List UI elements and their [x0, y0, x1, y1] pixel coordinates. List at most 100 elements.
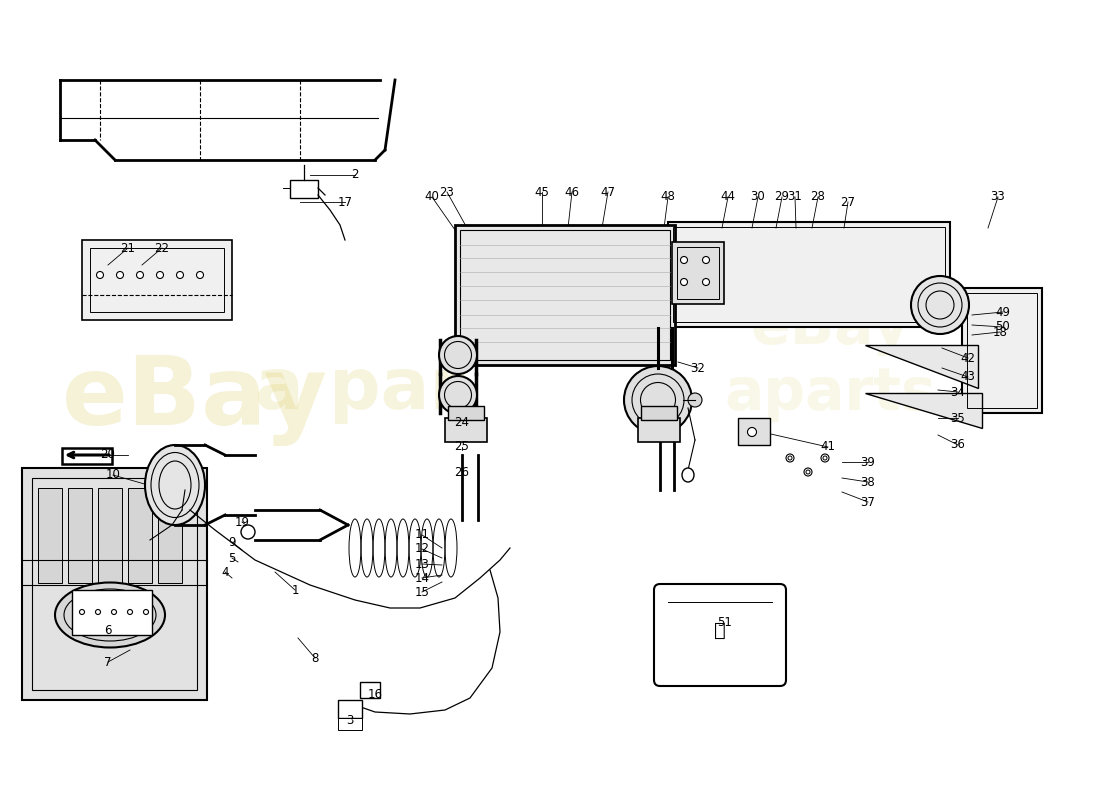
- Text: 26: 26: [454, 466, 470, 478]
- Ellipse shape: [681, 257, 688, 263]
- Ellipse shape: [97, 271, 103, 278]
- Text: eBay: eBay: [62, 354, 328, 446]
- Text: 22: 22: [154, 242, 169, 254]
- Bar: [72, 590, 152, 635]
- Ellipse shape: [682, 468, 694, 482]
- Bar: [638, 418, 680, 442]
- Text: eBay
aparts: eBay aparts: [724, 298, 936, 422]
- Text: 28: 28: [811, 190, 825, 203]
- Text: 45: 45: [535, 186, 549, 198]
- Ellipse shape: [128, 610, 132, 614]
- Bar: [32, 478, 197, 690]
- Ellipse shape: [688, 393, 702, 407]
- Text: 12: 12: [415, 542, 429, 555]
- Ellipse shape: [788, 456, 792, 460]
- Text: 30: 30: [750, 190, 766, 203]
- Bar: [455, 225, 675, 365]
- Bar: [360, 682, 379, 698]
- Text: 31: 31: [788, 190, 802, 203]
- Text: 4: 4: [221, 566, 229, 578]
- Ellipse shape: [197, 271, 204, 278]
- Ellipse shape: [143, 610, 148, 614]
- Text: 51: 51: [717, 615, 733, 629]
- Text: 44: 44: [720, 190, 736, 203]
- Text: 43: 43: [960, 370, 976, 383]
- Ellipse shape: [241, 525, 255, 539]
- Text: 3: 3: [346, 714, 354, 726]
- Text: 46: 46: [564, 186, 580, 198]
- Bar: [338, 718, 362, 730]
- Text: 37: 37: [860, 495, 876, 509]
- Ellipse shape: [96, 610, 100, 614]
- Text: 24: 24: [454, 415, 470, 429]
- Text: 41: 41: [821, 441, 836, 454]
- Text: 15: 15: [415, 586, 429, 598]
- Text: 49: 49: [996, 306, 1011, 318]
- Text: 9: 9: [229, 535, 235, 549]
- Text: 5: 5: [229, 551, 235, 565]
- Bar: [158, 488, 182, 583]
- Text: 33: 33: [991, 190, 1005, 203]
- Text: 32: 32: [691, 362, 705, 374]
- Text: 35: 35: [950, 411, 966, 425]
- Text: 38: 38: [860, 475, 876, 489]
- Bar: [90, 248, 224, 312]
- Ellipse shape: [439, 376, 477, 414]
- Text: 10: 10: [106, 469, 120, 482]
- Bar: [448, 406, 484, 420]
- Text: 20: 20: [100, 449, 116, 462]
- Polygon shape: [865, 393, 982, 428]
- Ellipse shape: [748, 427, 757, 437]
- Bar: [673, 227, 945, 322]
- Text: a par: a par: [255, 355, 465, 425]
- Ellipse shape: [145, 445, 205, 525]
- Ellipse shape: [804, 468, 812, 476]
- FancyBboxPatch shape: [654, 584, 786, 686]
- Ellipse shape: [911, 276, 969, 334]
- Ellipse shape: [117, 271, 123, 278]
- Text: 2: 2: [351, 169, 359, 182]
- Text: 39: 39: [860, 455, 876, 469]
- Bar: [460, 230, 670, 360]
- Ellipse shape: [55, 582, 165, 647]
- Text: 42: 42: [960, 351, 976, 365]
- Ellipse shape: [156, 271, 164, 278]
- Bar: [641, 406, 676, 420]
- Text: 16: 16: [367, 689, 383, 702]
- Polygon shape: [865, 345, 978, 388]
- Text: 50: 50: [996, 321, 1011, 334]
- Bar: [338, 700, 362, 718]
- Ellipse shape: [703, 257, 710, 263]
- Bar: [62, 448, 112, 464]
- Bar: [98, 488, 122, 583]
- Bar: [668, 222, 950, 327]
- Ellipse shape: [806, 470, 810, 474]
- Ellipse shape: [439, 336, 477, 374]
- Bar: [446, 418, 487, 442]
- Text: 13: 13: [415, 558, 429, 570]
- Text: 17: 17: [338, 195, 352, 209]
- Ellipse shape: [111, 610, 117, 614]
- Text: 23: 23: [440, 186, 454, 198]
- Ellipse shape: [681, 278, 688, 286]
- Bar: [22, 468, 207, 700]
- Text: 27: 27: [840, 195, 856, 209]
- Ellipse shape: [786, 454, 794, 462]
- Text: 40: 40: [425, 190, 439, 203]
- Bar: [967, 293, 1037, 408]
- Ellipse shape: [176, 271, 184, 278]
- Text: 25: 25: [454, 441, 470, 454]
- Bar: [82, 240, 232, 320]
- Text: 34: 34: [950, 386, 966, 398]
- Text: 8: 8: [311, 651, 319, 665]
- Text: 11: 11: [415, 529, 429, 542]
- Text: 29: 29: [774, 190, 790, 203]
- Bar: [68, 488, 92, 583]
- Bar: [39, 488, 62, 583]
- Text: 48: 48: [661, 190, 675, 203]
- Text: 🐎: 🐎: [714, 621, 726, 639]
- Ellipse shape: [79, 610, 85, 614]
- Text: 18: 18: [992, 326, 1008, 338]
- Bar: [962, 288, 1042, 413]
- Ellipse shape: [703, 278, 710, 286]
